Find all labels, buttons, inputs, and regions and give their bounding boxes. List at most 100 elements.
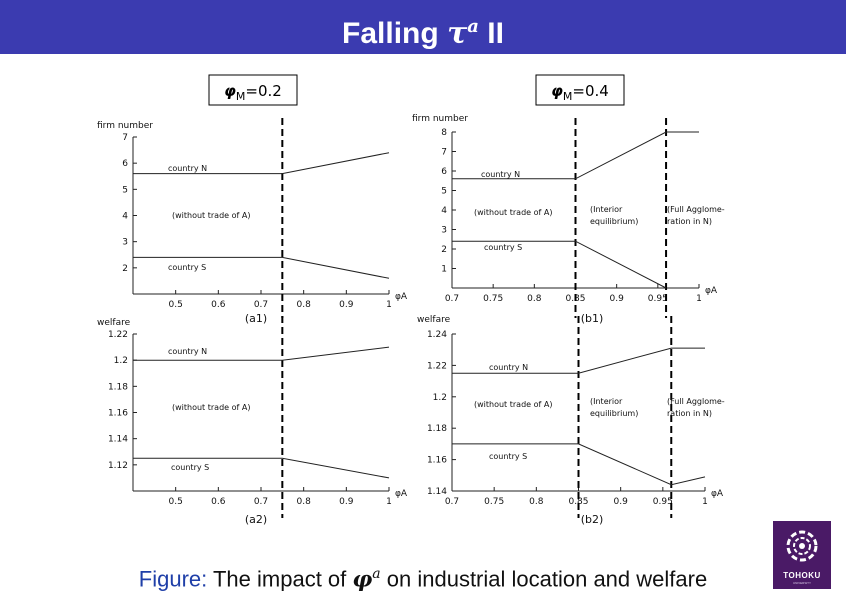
b2-y-tick-label: 1.24 <box>427 330 447 340</box>
a2-y-tick-label: 1.2 <box>114 356 128 366</box>
b2-series-n <box>452 347 705 374</box>
a2-series-label: country S <box>171 463 209 472</box>
a2-y-tick-label: 1.22 <box>108 330 128 340</box>
a1-series-n <box>133 152 390 175</box>
b1-annotation: ration in N) <box>667 217 712 226</box>
b2-y-tick-label: 1.16 <box>427 456 447 466</box>
b1-series-n <box>452 131 699 180</box>
a1-param-box <box>208 74 298 106</box>
b1-annotation: (Interior <box>590 205 623 214</box>
a1-x-tick-label: 0.5 <box>169 300 183 310</box>
a1-y-tick-label: 4 <box>122 212 128 222</box>
b2-panel-label: (b2) <box>581 513 604 526</box>
b1-x-tick-label: 0.9 <box>610 294 625 304</box>
a1-x-tick-label: 0.8 <box>297 300 312 310</box>
b2-x-tick-label: 1 <box>702 497 708 507</box>
b2-series-label: country S <box>489 452 527 461</box>
b1-y-tick-label: 1 <box>441 265 447 275</box>
a2-x-tick-label: 0.7 <box>254 497 268 507</box>
b2-y-tick-label: 1.2 <box>433 393 447 403</box>
b1-param-label: φM=0.4 <box>551 82 609 103</box>
a2-y-label: welfare <box>97 318 131 328</box>
b2-x-tick-label: 0.95 <box>653 497 673 507</box>
a1-y-label: firm number <box>97 121 153 131</box>
a1-series-label: country N <box>168 164 207 173</box>
a1-y-tick-label: 3 <box>122 238 128 248</box>
tohoku-logo: TOHOKU UNIVERSITY <box>773 521 831 589</box>
a2-x-tick-label: 0.5 <box>169 497 183 507</box>
figure-caption: Figure: The impact of φa on industrial l… <box>138 566 708 593</box>
a1-y-tick-label: 6 <box>122 159 128 169</box>
a2-x-tick-label: 0.8 <box>297 497 312 507</box>
a2-series-n <box>133 346 390 361</box>
a2-y-tick-label: 1.12 <box>108 461 128 471</box>
b2-y-tick-label: 1.14 <box>427 487 447 497</box>
b1-y-tick-label: 6 <box>441 167 447 177</box>
a2-series-s <box>133 457 390 479</box>
b1-x-tick-label: 1 <box>696 294 702 304</box>
a1-panel-label: (a1) <box>245 312 267 325</box>
a2-x-label: φA <box>395 489 408 499</box>
b2-x-tick-label: 0.7 <box>445 497 459 507</box>
a2-y-tick-label: 1.14 <box>108 435 128 445</box>
b2-x-tick-label: 0.85 <box>568 497 588 507</box>
caption-label: Figure: <box>138 566 208 592</box>
b1-y-tick-label: 3 <box>441 226 447 236</box>
b2-annotation: equilibrium) <box>590 409 638 418</box>
b1-y-tick-label: 4 <box>441 206 447 216</box>
b2-x-tick-label: 0.75 <box>484 497 504 507</box>
b1-y-label: firm number <box>412 114 468 124</box>
b2-series-label: country N <box>489 363 528 372</box>
b1-y-tick-label: 8 <box>441 128 447 138</box>
a1-param-label: φM=0.2 <box>224 82 282 103</box>
logo-emblem-icon <box>786 530 818 562</box>
b1-annotation: (without trade of A) <box>474 208 552 217</box>
a1-x-label: φA <box>395 292 408 302</box>
a1-y-tick-label: 5 <box>122 185 128 195</box>
a2-x-tick-label: 0.9 <box>339 497 354 507</box>
b2-series-s <box>452 443 706 486</box>
b2-x-tick-label: 0.9 <box>614 497 629 507</box>
a1-x-tick-label: 0.7 <box>254 300 268 310</box>
b1-x-label: φA <box>705 286 718 296</box>
b2-annotation: (Interior <box>590 397 623 406</box>
logo-subtext: UNIVERSITY <box>792 581 811 585</box>
a1-x-tick-label: 0.9 <box>339 300 354 310</box>
b1-panel-label: (b1) <box>581 312 604 325</box>
b1-series-label: country S <box>484 243 522 252</box>
b2-y-label: welfare <box>417 315 451 325</box>
b1-y-tick-label: 5 <box>441 187 447 197</box>
b1-y-tick-label: 2 <box>441 245 447 255</box>
b2-annotation: ration in N) <box>667 409 712 418</box>
a2-panel-label: (a2) <box>245 513 267 526</box>
b2-x-tick-label: 0.8 <box>529 497 544 507</box>
a2-series-label: country N <box>168 347 207 356</box>
a1-annotation: (without trade of A) <box>172 211 250 220</box>
b1-x-tick-label: 0.7 <box>445 294 459 304</box>
b1-x-tick-label: 0.95 <box>648 294 668 304</box>
b1-series-s <box>452 240 667 289</box>
a1-x-tick-label: 0.6 <box>211 300 226 310</box>
a2-y-tick-label: 1.16 <box>108 409 128 419</box>
a1-series-label: country S <box>168 263 206 272</box>
b1-param-box <box>535 74 625 106</box>
slide-title: Falling τa II <box>342 16 504 51</box>
b1-annotation: (Full Agglome- <box>667 205 725 214</box>
a1-series-s <box>133 256 390 279</box>
b2-annotation: (Full Agglome- <box>667 397 725 406</box>
a2-annotation: (without trade of A) <box>172 403 250 412</box>
b2-y-tick-label: 1.22 <box>427 361 447 371</box>
a1-y-tick-label: 2 <box>122 264 128 274</box>
b2-x-label: φA <box>711 489 724 499</box>
b1-series-label: country N <box>481 170 520 179</box>
b1-x-tick-label: 0.75 <box>483 294 503 304</box>
b1-annotation: equilibrium) <box>590 217 638 226</box>
b1-y-tick-label: 7 <box>441 148 447 158</box>
b1-x-tick-label: 0.8 <box>527 294 542 304</box>
a1-x-tick-label: 1 <box>386 300 392 310</box>
a2-x-tick-label: 1 <box>386 497 392 507</box>
logo-text: TOHOKU <box>783 571 821 580</box>
a2-x-tick-label: 0.6 <box>211 497 226 507</box>
a2-y-tick-label: 1.18 <box>108 382 128 392</box>
